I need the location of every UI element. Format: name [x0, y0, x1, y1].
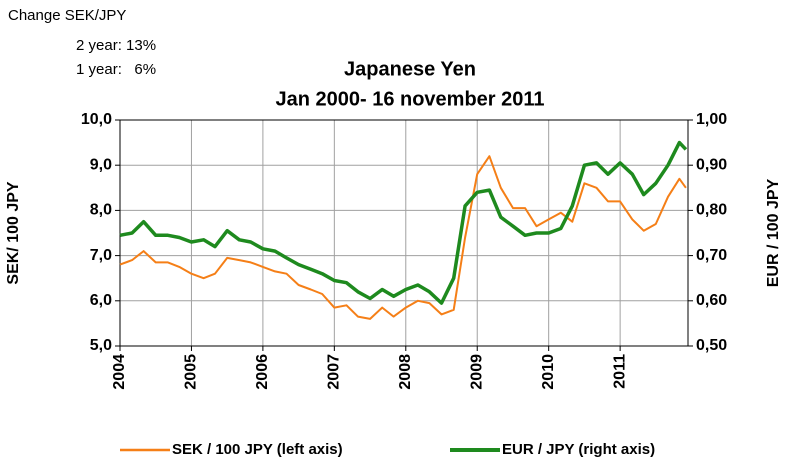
y-tick-label: 9,0	[90, 156, 112, 173]
y2-tick-label: 1,00	[696, 111, 727, 128]
x-tick-label: 2010	[540, 354, 557, 390]
y2-tick-label: 0,80	[696, 202, 727, 219]
y2-tick-label: 0,60	[696, 292, 727, 309]
y2-tick-label: 0,90	[696, 156, 727, 173]
x-tick-label: 2009	[468, 354, 485, 390]
x-tick-label: 2007	[326, 354, 343, 390]
y-tick-label: 6,0	[90, 292, 112, 309]
chart-title: Japanese Yen	[344, 58, 476, 80]
legend-label: SEK / 100 JPY (left axis)	[172, 441, 343, 458]
x-tick-label: 2004	[111, 354, 128, 390]
y-tick-label: 7,0	[90, 247, 112, 264]
x-tick-label: 2011	[611, 354, 628, 389]
x-tick-label: 2006	[254, 354, 271, 390]
y2-tick-label: 0,50	[696, 337, 727, 354]
y-tick-label: 10,0	[81, 111, 112, 128]
y2-tick-label: 0,70	[696, 247, 727, 264]
annotation: 2 year: 13%	[76, 37, 156, 54]
annotation: 1 year: 6%	[76, 61, 156, 78]
annotation: Change SEK/JPY	[8, 7, 126, 24]
y-tick-label: 5,0	[90, 337, 112, 354]
chart-subtitle: Jan 2000- 16 november 2011	[275, 88, 544, 110]
y-axis-label: SEK/ 100 JPY	[5, 181, 22, 285]
x-tick-label: 2008	[397, 354, 414, 390]
y-tick-label: 8,0	[90, 202, 112, 219]
y2-axis-label: EUR / 100 JPY	[765, 178, 782, 287]
plot-frame	[119, 119, 689, 347]
series-line	[119, 140, 688, 305]
legend-label: EUR / JPY (right axis)	[502, 441, 655, 458]
x-tick-label: 2005	[183, 354, 200, 390]
series-line	[119, 155, 687, 320]
